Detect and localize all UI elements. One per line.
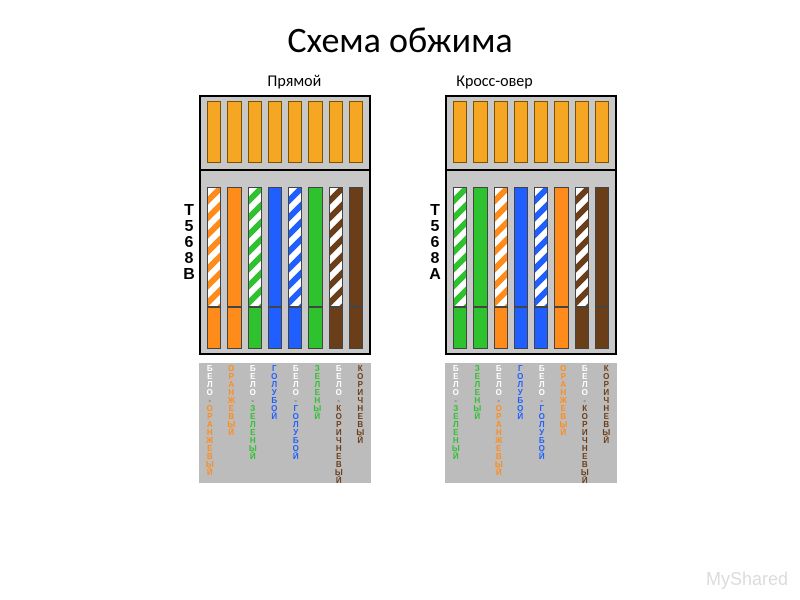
wire-label: ЗЕЛЕНЫЙ xyxy=(307,363,329,483)
diagrams-row: T568B БЕЛО-ОРАНЖЕВЫЙОРАНЖЕВЫЙБЕЛО-ЗЕЛЕНЫ… xyxy=(0,95,800,483)
wire-bottom xyxy=(514,307,528,349)
wire-bottom xyxy=(227,307,241,349)
subtitle-left: Прямой xyxy=(267,72,321,91)
labels-left: БЕЛО-ОРАНЖЕВЫЙОРАНЖЕВЫЙБЕЛО-ЗЕЛЕНЫЙГОЛУБ… xyxy=(199,363,371,483)
wire-bottom xyxy=(494,307,508,349)
wire-label: ГОЛУБОЙ xyxy=(510,363,532,483)
connector-right-wrap: T568A БЕЛО-ЗЕЛЕНЫЙЗЕЛЕНЫЙБЕЛО-ОРАНЖЕВЫЙГ… xyxy=(429,95,617,483)
wire-bottom xyxy=(349,307,363,349)
wire-label: БЕЛО-КОРИЧНЕВЫЙ xyxy=(328,363,350,483)
pin xyxy=(534,101,548,163)
wire-bottom xyxy=(207,307,221,349)
pins-left xyxy=(207,101,363,163)
pin xyxy=(329,101,343,163)
divider xyxy=(201,169,369,171)
labels-right: БЕЛО-ЗЕЛЕНЫЙЗЕЛЕНЫЙБЕЛО-ОРАНЖЕВЫЙГОЛУБОЙ… xyxy=(445,363,617,483)
wire xyxy=(207,187,221,307)
wire xyxy=(554,187,568,307)
wire xyxy=(595,187,609,307)
wires-top-right xyxy=(453,187,609,307)
pin xyxy=(349,101,363,163)
wires-bottom-right xyxy=(453,307,609,349)
wire xyxy=(473,187,487,307)
wire-label: БЕЛО-ГОЛУБОЙ xyxy=(531,363,553,483)
pin xyxy=(227,101,241,163)
watermark: MyShared xyxy=(706,569,788,590)
wire-label: БЕЛО-ЗЕЛЕНЫЙ xyxy=(242,363,264,483)
wire-label: БЕЛО-КОРИЧНЕВЫЙ xyxy=(574,363,596,483)
wire-bottom xyxy=(329,307,343,349)
wire xyxy=(494,187,508,307)
wire-label: БЕЛО-ГОЛУБОЙ xyxy=(285,363,307,483)
wire-bottom xyxy=(473,307,487,349)
connector-right xyxy=(445,95,617,355)
wire xyxy=(227,187,241,307)
wire-bottom xyxy=(453,307,467,349)
wires-bottom-left xyxy=(207,307,363,349)
wire-label: БЕЛО-ЗЕЛЕНЫЙ xyxy=(445,363,467,483)
wire-bottom xyxy=(575,307,589,349)
wire-label: БЕЛО-ОРАНЖЕВЫЙ xyxy=(199,363,221,483)
wire-bottom xyxy=(534,307,548,349)
standard-label-left: T568B xyxy=(183,203,195,283)
wire-bottom xyxy=(248,307,262,349)
standard-label-right: T568A xyxy=(429,203,441,283)
pin xyxy=(494,101,508,163)
wire xyxy=(349,187,363,307)
wire-bottom xyxy=(268,307,282,349)
wire-label: КОРИЧНЕВЫЙ xyxy=(350,363,372,483)
pin xyxy=(554,101,568,163)
wire-label: ОРАНЖЕВЫЙ xyxy=(553,363,575,483)
pin xyxy=(207,101,221,163)
wire-bottom xyxy=(308,307,322,349)
pin xyxy=(288,101,302,163)
wire-label: ОРАНЖЕВЫЙ xyxy=(221,363,243,483)
wire xyxy=(329,187,343,307)
divider xyxy=(447,169,615,171)
pin xyxy=(575,101,589,163)
wire-label: КОРИЧНЕВЫЙ xyxy=(596,363,618,483)
wire xyxy=(288,187,302,307)
pin xyxy=(595,101,609,163)
pin xyxy=(473,101,487,163)
pin xyxy=(453,101,467,163)
wire xyxy=(308,187,322,307)
pin xyxy=(514,101,528,163)
wire xyxy=(575,187,589,307)
connector-left xyxy=(199,95,371,355)
wire-bottom xyxy=(554,307,568,349)
subtitle-right: Кросс-овер xyxy=(456,72,532,91)
connector-left-wrap: T568B БЕЛО-ОРАНЖЕВЫЙОРАНЖЕВЫЙБЕЛО-ЗЕЛЕНЫ… xyxy=(183,95,371,483)
wire-label: ЗЕЛЕНЫЙ xyxy=(467,363,489,483)
pin xyxy=(308,101,322,163)
subtitle-row: Прямой Кросс-овер xyxy=(0,72,800,91)
wire xyxy=(268,187,282,307)
wire-label: БЕЛО-ОРАНЖЕВЫЙ xyxy=(488,363,510,483)
page-title: Схема обжима xyxy=(0,0,800,62)
wire-bottom xyxy=(288,307,302,349)
pin xyxy=(268,101,282,163)
pins-right xyxy=(453,101,609,163)
wire-label: ГОЛУБОЙ xyxy=(264,363,286,483)
wire-bottom xyxy=(595,307,609,349)
pin xyxy=(248,101,262,163)
wire xyxy=(248,187,262,307)
wires-top-left xyxy=(207,187,363,307)
wire xyxy=(514,187,528,307)
wire xyxy=(534,187,548,307)
wire xyxy=(453,187,467,307)
